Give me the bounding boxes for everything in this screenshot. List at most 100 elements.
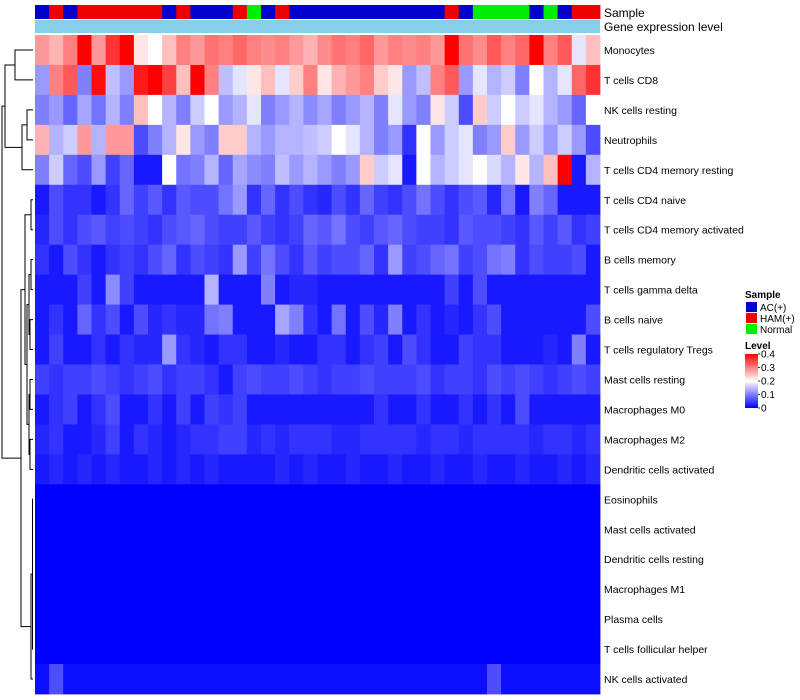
heatmap-cell bbox=[77, 94, 92, 126]
heatmap-cell bbox=[557, 184, 573, 216]
heatmap-cell bbox=[557, 64, 573, 96]
heatmap-cell bbox=[585, 154, 601, 186]
heatmap-cell bbox=[388, 94, 403, 126]
heatmap-cell bbox=[359, 35, 375, 66]
heatmap-cell bbox=[63, 574, 78, 605]
heatmap-cell bbox=[458, 424, 474, 455]
heatmap-cell bbox=[345, 364, 361, 395]
heatmap-cell bbox=[331, 184, 347, 216]
heatmap-cell bbox=[275, 334, 290, 365]
heatmap-cell bbox=[402, 664, 417, 695]
sample-cell bbox=[49, 5, 64, 19]
heatmap-cell bbox=[246, 35, 262, 66]
sample-cell bbox=[374, 5, 389, 19]
heatmap-cell bbox=[515, 424, 530, 455]
heatmap-cell bbox=[557, 124, 573, 156]
heatmap-cell bbox=[91, 154, 107, 186]
heatmap-cell bbox=[388, 364, 403, 395]
heatmap-cell bbox=[91, 334, 107, 365]
heatmap-cell bbox=[35, 394, 50, 425]
heatmap-cell bbox=[331, 484, 347, 515]
heatmap-cell bbox=[162, 394, 177, 425]
heatmap-cell bbox=[49, 94, 64, 126]
heatmap-cell bbox=[218, 424, 234, 455]
heatmap-cell bbox=[374, 94, 389, 126]
heatmap-cell bbox=[289, 364, 304, 395]
row-labels: Monocytes T cells CD8 NK cells resting Neut… bbox=[604, 45, 744, 686]
heatmap-cell bbox=[444, 304, 460, 335]
heatmap-cell bbox=[585, 394, 601, 425]
heatmap-cell bbox=[204, 64, 220, 96]
heatmap-cell bbox=[402, 394, 417, 425]
heatmap-cell bbox=[77, 35, 92, 66]
heatmap-cell bbox=[218, 244, 234, 276]
heatmap-cell bbox=[402, 154, 417, 186]
heatmap-cell bbox=[317, 244, 333, 276]
heatmap-cell bbox=[331, 514, 347, 545]
heatmap-cell bbox=[303, 424, 318, 455]
heatmap-cell bbox=[359, 424, 375, 455]
heatmap-cell bbox=[444, 484, 460, 515]
heatmap-cell bbox=[133, 154, 149, 186]
heatmap-cell bbox=[585, 94, 601, 126]
heatmap-cell bbox=[388, 574, 403, 605]
heatmap-cell bbox=[359, 244, 375, 276]
heatmap-cell bbox=[77, 154, 92, 186]
heatmap-cell bbox=[331, 454, 347, 485]
heatmap-cell bbox=[331, 35, 347, 66]
heatmap-cell bbox=[289, 64, 304, 96]
heatmap-cell bbox=[430, 304, 446, 335]
heatmap-cell bbox=[63, 274, 78, 305]
heatmap-cell bbox=[49, 64, 64, 96]
legend-tick-label: 0.1 bbox=[761, 390, 775, 401]
heatmap-cell bbox=[176, 244, 191, 276]
heatmap-cell bbox=[557, 214, 573, 246]
heatmap-cell bbox=[162, 244, 177, 276]
heatmap-cell bbox=[444, 604, 460, 635]
heatmap-cell bbox=[63, 334, 78, 365]
dendrogram-link bbox=[4, 64, 22, 148]
heatmap-cell bbox=[162, 604, 177, 635]
heatmap-cell bbox=[190, 94, 205, 126]
heatmap-cell bbox=[119, 424, 135, 455]
heatmap-cell bbox=[162, 35, 177, 66]
heatmap-cell bbox=[91, 574, 107, 605]
heatmap-cell bbox=[232, 484, 248, 515]
heatmap-cell bbox=[557, 454, 573, 485]
heatmap-cell bbox=[133, 574, 149, 605]
heatmap-cell bbox=[77, 514, 92, 545]
heatmap-cell bbox=[487, 514, 502, 545]
legend-swatch bbox=[746, 324, 757, 334]
heatmap-cell bbox=[585, 304, 601, 335]
heatmap-cell bbox=[458, 604, 474, 635]
heatmap-cell bbox=[529, 35, 544, 66]
heatmap-cell bbox=[374, 514, 389, 545]
heatmap-cell bbox=[359, 664, 375, 695]
heatmap-cell bbox=[133, 544, 149, 575]
sample-cell bbox=[232, 5, 248, 19]
heatmap-cell bbox=[105, 334, 121, 365]
heatmap-cell bbox=[501, 124, 516, 156]
heatmap-cell bbox=[261, 514, 276, 545]
heatmap-cell bbox=[543, 244, 559, 276]
heatmap-cell bbox=[487, 424, 502, 455]
heatmap-cell bbox=[275, 394, 290, 425]
heatmap-cell bbox=[63, 454, 78, 485]
heatmap-cell bbox=[374, 634, 389, 665]
heatmap-cell bbox=[246, 664, 262, 695]
heatmap-cell bbox=[501, 484, 516, 515]
heatmap-cell bbox=[374, 574, 389, 605]
heatmap-cell bbox=[571, 304, 587, 335]
heatmap-cell bbox=[331, 334, 347, 365]
heatmap-cell bbox=[190, 454, 205, 485]
heatmap-cell bbox=[49, 604, 64, 635]
heatmap-cell bbox=[105, 394, 121, 425]
heatmap-cell bbox=[289, 574, 304, 605]
heatmap-cell bbox=[430, 244, 446, 276]
heatmap-cell bbox=[218, 394, 234, 425]
heatmap-cell bbox=[176, 574, 191, 605]
heatmap-cell bbox=[359, 514, 375, 545]
heatmap-cell bbox=[458, 664, 474, 695]
heatmap-cell bbox=[345, 94, 361, 126]
sample-cell bbox=[105, 5, 121, 19]
